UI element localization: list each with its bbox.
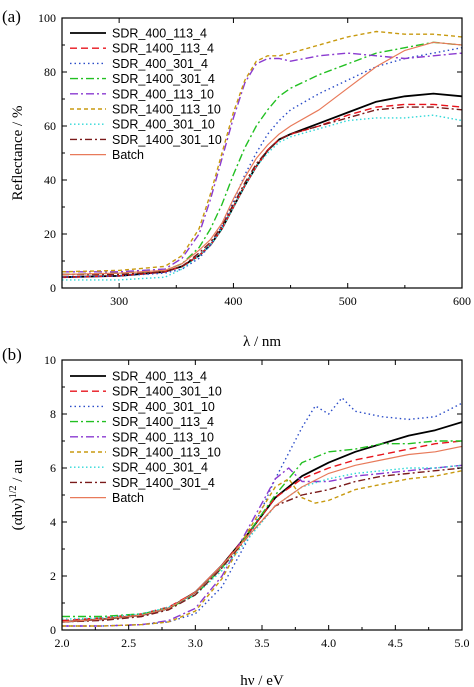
x-tick-label: 2.0 bbox=[55, 636, 70, 650]
y-tick-label: 10 bbox=[44, 353, 56, 367]
x-axis-title: λ / nm bbox=[243, 334, 281, 350]
legend-entry: SDR_1400_301_4 bbox=[112, 476, 215, 490]
y-axis-title-superscript: 1/2 bbox=[8, 485, 19, 498]
panel-label: (a) bbox=[2, 7, 21, 26]
series-line-sdr-400-113-10 bbox=[62, 464, 462, 627]
y-tick-label: 60 bbox=[44, 119, 56, 133]
x-tick-label: 3.0 bbox=[188, 636, 203, 650]
series-line-sdr-400-301-10 bbox=[62, 397, 462, 627]
legend: SDR_400_113_4SDR_1400_301_10SDR_400_301_… bbox=[70, 370, 222, 505]
legend-entry: SDR_400_113_10 bbox=[112, 87, 214, 101]
x-tick-label: 500 bbox=[339, 294, 357, 308]
legend-entry: Batch bbox=[112, 491, 144, 505]
legend-entry: SDR_1400_301_4 bbox=[112, 72, 215, 86]
legend-entry: SDR_400_113_4 bbox=[112, 27, 207, 41]
series-line-batch bbox=[62, 41, 462, 276]
x-axis-title: hν / eV bbox=[240, 673, 284, 687]
legend-entry: SDR_1400_113_10 bbox=[112, 446, 221, 460]
x-tick-label: 4.5 bbox=[388, 636, 403, 650]
x-tick-label: 2.5 bbox=[121, 636, 136, 650]
legend-entry: SDR_400_301_4 bbox=[112, 57, 208, 71]
legend-entry: SDR_1400_301_10 bbox=[112, 385, 222, 399]
legend-entry: SDR_400_113_10 bbox=[112, 430, 214, 444]
series-line-sdr-400-301-4 bbox=[62, 47, 462, 278]
y-tick-label: 6 bbox=[50, 461, 56, 475]
legend-entry: SDR_1400_301_10 bbox=[112, 133, 222, 147]
series-line-sdr-1400-301-4 bbox=[62, 41, 462, 276]
legend-entry: SDR_400_301_4 bbox=[112, 461, 208, 475]
y-tick-label: 20 bbox=[44, 227, 56, 241]
series-line-sdr-1400-113-10 bbox=[62, 470, 462, 627]
legend-entry: SDR_400_301_10 bbox=[112, 400, 215, 414]
panel-label: (b) bbox=[2, 345, 22, 364]
series-lines bbox=[62, 397, 462, 627]
legend-entry: SDR_1400_113_4 bbox=[112, 415, 214, 429]
x-tick-label: 4.0 bbox=[321, 636, 336, 650]
y-axis-title: (αhν)1/2 / au bbox=[8, 459, 26, 530]
panel-a-reflectance-chart: 300 400 500 600 0 20 40 60 80 100 (a) λ / nm Reflect… bbox=[2, 7, 471, 350]
x-tick-label: 400 bbox=[224, 294, 242, 308]
series-line-sdr-400-113-10 bbox=[62, 52, 462, 273]
panel-b-tauc-chart: 2.0 2.5 3.0 3.5 4.0 4.5 5.0 0 2 4 6 8 10 (b) hν / eV (α… bbox=[2, 345, 470, 687]
y-axis-title-main: (αhν) bbox=[10, 498, 26, 530]
x-tick-label: 300 bbox=[110, 294, 128, 308]
x-tick-label: 5.0 bbox=[455, 636, 470, 650]
x-tick-label: 3.5 bbox=[255, 636, 270, 650]
legend-entry: SDR_400_301_10 bbox=[112, 118, 215, 132]
series-line-batch bbox=[62, 445, 462, 623]
legend-entry: Batch bbox=[112, 148, 144, 162]
legend-entry: SDR_1400_113_10 bbox=[112, 103, 221, 117]
y-axis-title-unit: / au bbox=[10, 459, 26, 485]
legend-entry: SDR_400_113_4 bbox=[112, 370, 207, 384]
y-tick-label: 8 bbox=[50, 407, 56, 421]
y-tick-label: 4 bbox=[50, 515, 56, 529]
x-tick-label: 600 bbox=[453, 294, 471, 308]
y-tick-label: 40 bbox=[44, 173, 56, 187]
series-line-sdr-1400-301-10 bbox=[62, 106, 462, 276]
y-tick-label: 0 bbox=[50, 623, 56, 637]
legend: SDR_400_113_4SDR_1400_113_4SDR_400_301_4… bbox=[70, 27, 222, 162]
y-tick-label: 2 bbox=[50, 569, 56, 583]
legend-entry: SDR_1400_113_4 bbox=[112, 42, 214, 56]
series-line-sdr-400-301-10 bbox=[62, 114, 462, 281]
series-lines bbox=[62, 30, 462, 281]
y-tick-label: 100 bbox=[38, 11, 56, 25]
y-axis-title: Reflectance / % bbox=[10, 106, 26, 201]
y-tick-label: 80 bbox=[44, 65, 56, 79]
y-tick-label: 0 bbox=[50, 281, 56, 295]
series-line-sdr-1400-113-10 bbox=[62, 30, 462, 273]
